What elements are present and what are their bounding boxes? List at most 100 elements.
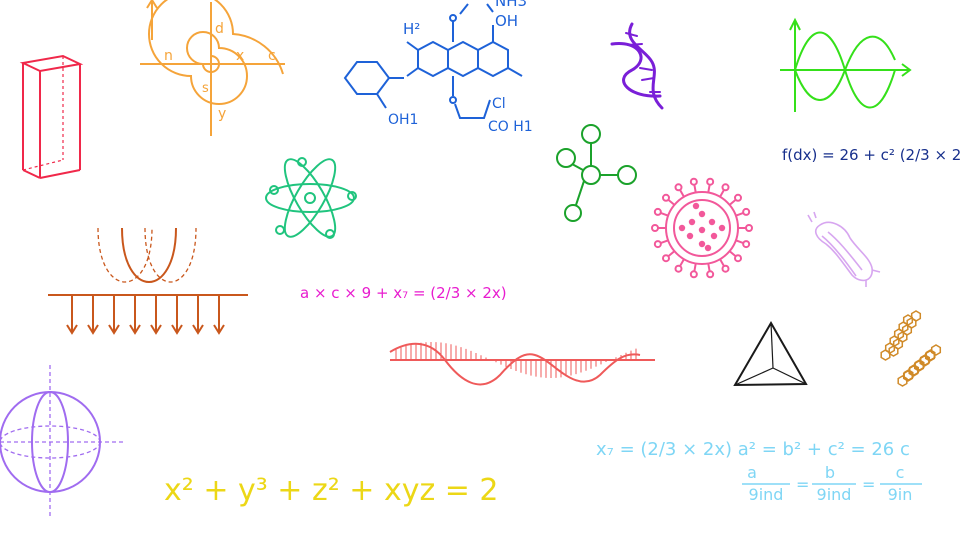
hexagon-cell <box>925 349 936 361</box>
sines-num-a: a <box>747 463 757 482</box>
virus-core-dot <box>698 210 706 218</box>
sines-den-3: 9in <box>888 485 913 504</box>
virus-core-dot <box>692 202 700 210</box>
label-c: c <box>268 48 276 64</box>
atom-icon <box>265 157 357 239</box>
virus-spike <box>693 263 697 272</box>
virus-spike-tip <box>742 207 751 216</box>
force-arrow-head <box>66 324 78 335</box>
sine-wave-graph <box>780 17 912 112</box>
virus-spike-tip <box>653 207 662 216</box>
chem-coh1: CO H1 <box>488 119 533 135</box>
law-of-sines: a 9ind = b 9ind = c 9in <box>742 463 922 504</box>
hexagon-cell <box>903 369 914 381</box>
label-y: y <box>218 106 226 122</box>
label-n: n <box>164 48 173 64</box>
sines-den-1: 9ind <box>749 485 784 504</box>
force-arrow-head <box>192 324 204 335</box>
chem-h2: H² <box>403 20 420 38</box>
virus-spike-tip <box>706 270 715 279</box>
virus-spike-tip <box>674 264 683 273</box>
sines-num-c: c <box>896 463 905 482</box>
hexagon-cell <box>897 375 908 387</box>
hexagon-cell <box>908 364 920 376</box>
prism-icon <box>19 54 84 179</box>
virus-spike <box>693 184 697 193</box>
virus-spike <box>679 189 685 198</box>
virus-core-dot <box>688 218 696 226</box>
virus-spike-tip <box>721 183 730 192</box>
equation-fdx: f(dx) = 26 + c² (2/3 × 2 <box>782 146 960 164</box>
hexagon-chain-icon <box>880 310 942 387</box>
pyramid-icon <box>733 320 808 387</box>
equation-xyz: x² + y³ + z² + xyz = 2 <box>164 473 499 508</box>
virus-spike-tip <box>706 177 715 186</box>
virus-spike <box>660 212 669 217</box>
virus-spike <box>735 239 744 244</box>
virus-core-dot <box>678 224 686 232</box>
force-arrow-head <box>213 324 225 335</box>
virus-spike-tip <box>661 193 670 202</box>
virus-spike <box>667 198 676 206</box>
chem-nh3: NH3 <box>495 0 527 10</box>
virus-core-dot <box>686 232 694 240</box>
force-arrow-head <box>129 324 141 335</box>
bacterium-icon <box>807 211 881 287</box>
virus-spike-tip <box>653 240 662 249</box>
hexagon-cell <box>888 345 899 357</box>
virus-spike <box>707 263 711 272</box>
virus-spike-tip <box>734 193 743 202</box>
virus-core-dot <box>708 218 716 226</box>
label-d: d <box>215 21 224 37</box>
virus-core-dot <box>704 244 712 252</box>
force-arrow-head <box>150 324 162 335</box>
label-s: s <box>202 81 209 96</box>
virus-core-dot <box>710 232 718 240</box>
chem-cl: Cl <box>492 96 506 112</box>
hexagon-cell <box>880 349 891 361</box>
virus-core-dot <box>698 240 706 248</box>
hexagon-cell <box>914 359 925 371</box>
virus-spike-tip <box>689 270 698 279</box>
spiral-axes-diagram: d n x c s y <box>140 0 285 136</box>
hexagon-cell <box>919 354 931 366</box>
virus-icon <box>651 177 753 279</box>
molecule-icon <box>556 124 637 222</box>
virus-spike <box>728 250 737 258</box>
dna-icon <box>610 22 664 110</box>
virus-spike-tip <box>661 254 670 263</box>
hexagon-cell <box>930 344 942 356</box>
virus-spike-tip <box>651 224 659 232</box>
sphere-icon <box>0 365 125 517</box>
virus-spike-tip <box>742 240 751 249</box>
virus-spike <box>707 184 711 193</box>
virus-spike-tip <box>745 224 753 232</box>
force-arrow-head <box>171 324 183 335</box>
force-arrow-head <box>108 324 120 335</box>
parabola-force-diagram <box>48 227 248 335</box>
sines-eq-1: = <box>796 475 809 494</box>
virus-core-dot <box>718 224 726 232</box>
sines-eq-2: = <box>862 475 875 494</box>
virus-spike <box>679 258 685 267</box>
virus-core-dot <box>698 226 706 234</box>
virus-spike <box>660 239 669 244</box>
force-arrow-head <box>87 324 99 335</box>
virus-spike <box>719 258 725 267</box>
virus-spike-tip <box>721 264 730 273</box>
virus-spike <box>719 189 725 198</box>
virus-spike-tip <box>674 183 683 192</box>
virus-spike-tip <box>734 254 743 263</box>
chemical-structure: H² NH3 OH OH1 Cl CO H1 <box>343 0 533 135</box>
equation-x7: x₇ = (2/3 × 2x) a² = b² + c² = 26 c <box>596 439 910 460</box>
virus-spike <box>735 212 744 217</box>
chem-oh1: OH1 <box>388 112 418 128</box>
sines-num-b: b <box>825 463 835 482</box>
equation-axc: a × c × 9 + x₇ = (2/3 × 2x) <box>300 284 507 302</box>
virus-spike <box>667 250 676 258</box>
virus-spike <box>728 198 737 206</box>
chem-oh-top: OH <box>495 12 518 30</box>
waveform-graph <box>389 342 655 386</box>
sines-den-2: 9ind <box>817 485 852 504</box>
